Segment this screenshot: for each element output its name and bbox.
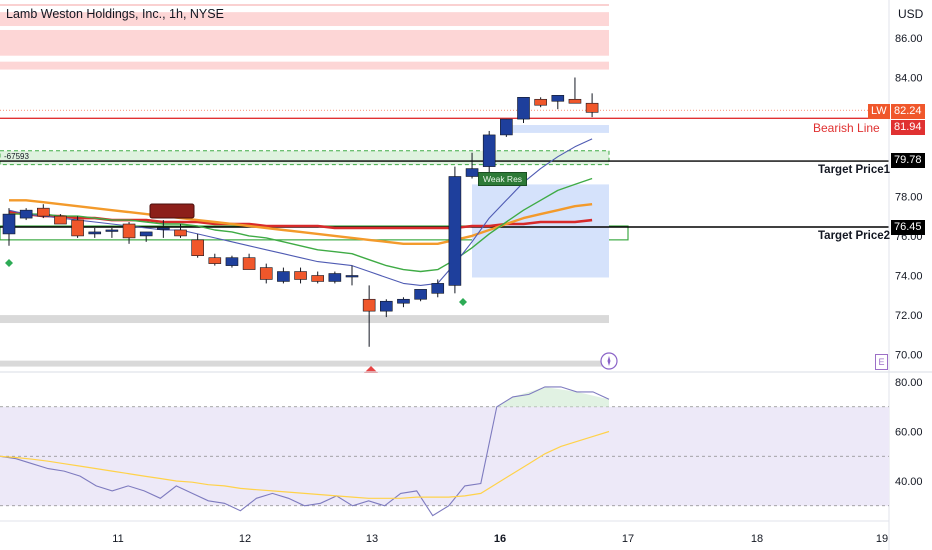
candle-body <box>431 283 445 294</box>
currency-label: USD <box>898 7 924 21</box>
lw-price-tag: 82.24 <box>891 104 925 119</box>
candle-body <box>242 257 256 270</box>
weak-res-label: Weak Res <box>478 172 528 186</box>
buy-signal-marker <box>5 259 13 267</box>
rsi-line <box>0 386 610 517</box>
time-axis-tick: 13 <box>366 533 378 545</box>
zone-resistance-2 <box>0 61 609 70</box>
ema-fast-line <box>8 138 593 286</box>
left-marker-label: -67593 <box>4 152 29 161</box>
candle-body <box>71 219 84 237</box>
time-axis-tick: 17 <box>622 533 634 545</box>
candle-body <box>568 98 582 104</box>
time-axis-tick: 12 <box>239 533 251 545</box>
rsi-ma-line <box>0 430 610 499</box>
price-axis-tick: 72.00 <box>895 310 923 322</box>
candle-body <box>54 215 67 225</box>
candle-body <box>157 227 170 230</box>
target1-price-tag: 79.78 <box>891 153 925 168</box>
candle-body <box>362 298 376 312</box>
e-button[interactable]: E <box>875 354 888 370</box>
rsi-axis-tick: 40.00 <box>895 476 923 488</box>
zone-support-4 <box>0 360 609 367</box>
candle-body <box>105 229 119 232</box>
candle-body <box>294 271 307 280</box>
candle-body <box>534 98 547 106</box>
candle-body <box>585 102 599 113</box>
candle-body <box>139 231 153 237</box>
projection-box-top <box>512 125 609 133</box>
price-axis-tick: 84.00 <box>895 73 923 85</box>
candle-body <box>465 168 479 177</box>
zone-resistance-1 <box>0 12 609 27</box>
candle-body <box>379 300 393 312</box>
zone-green-5 <box>0 150 610 166</box>
candle-body <box>277 271 290 282</box>
candle-body <box>2 213 16 235</box>
time-axis-tick: 16 <box>494 533 506 545</box>
rsi-axis-tick: 80.00 <box>895 377 923 389</box>
target-price2-label: Target Price2 <box>818 230 891 242</box>
candle-body <box>345 275 359 278</box>
ema-green-line <box>9 177 593 273</box>
time-axis-tick: 11 <box>112 533 123 545</box>
candle-body <box>328 273 342 282</box>
target-price1-label: Target Price1 <box>818 164 891 176</box>
price-axis-tick: 86.00 <box>895 33 923 45</box>
time-axis-tick: 18 <box>751 533 763 545</box>
bearish-line-label: Bearish Line <box>813 121 880 135</box>
candle-body <box>225 257 239 266</box>
rsi-overbought-fill <box>496 386 609 407</box>
ema-orange-line <box>9 199 593 246</box>
sell-signal-badge <box>149 203 195 219</box>
candle-body <box>88 231 102 235</box>
candle-body <box>448 176 462 286</box>
price-axis-tick: 70.00 <box>895 350 923 362</box>
chart-title: Lamb Weston Holdings, Inc., 1h, NYSE <box>6 7 224 21</box>
candle-body <box>174 229 187 237</box>
candle-body <box>208 257 222 264</box>
candle-body <box>517 97 530 120</box>
target2-price-tag: 76.45 <box>891 220 925 235</box>
candle-body <box>551 95 565 102</box>
time-axis-tick: 19 <box>876 533 888 545</box>
buy-signal-marker <box>459 298 467 306</box>
zone-support-3 <box>0 315 609 324</box>
candle-body <box>191 239 204 257</box>
candle-body <box>122 223 136 239</box>
candle-body <box>482 134 496 167</box>
price-axis-tick: 78.00 <box>895 191 923 203</box>
lw-symbol-tag: LW <box>868 104 890 119</box>
arrow-up-marker <box>364 366 378 373</box>
candles-group <box>2 77 599 347</box>
price-axis-tick: 74.00 <box>895 271 923 283</box>
candle-body <box>414 289 427 300</box>
target-icon-needle <box>607 356 611 366</box>
rsi-axis-tick: 60.00 <box>895 427 923 439</box>
candle-body <box>19 209 33 219</box>
bearish-price-tag: 81.94 <box>891 120 925 135</box>
candle-body <box>311 275 325 282</box>
candle-body <box>500 118 513 136</box>
candle-body <box>36 207 50 217</box>
candle-body <box>397 298 410 304</box>
candle-body <box>259 267 273 280</box>
zone-resistance-0 <box>0 29 609 56</box>
